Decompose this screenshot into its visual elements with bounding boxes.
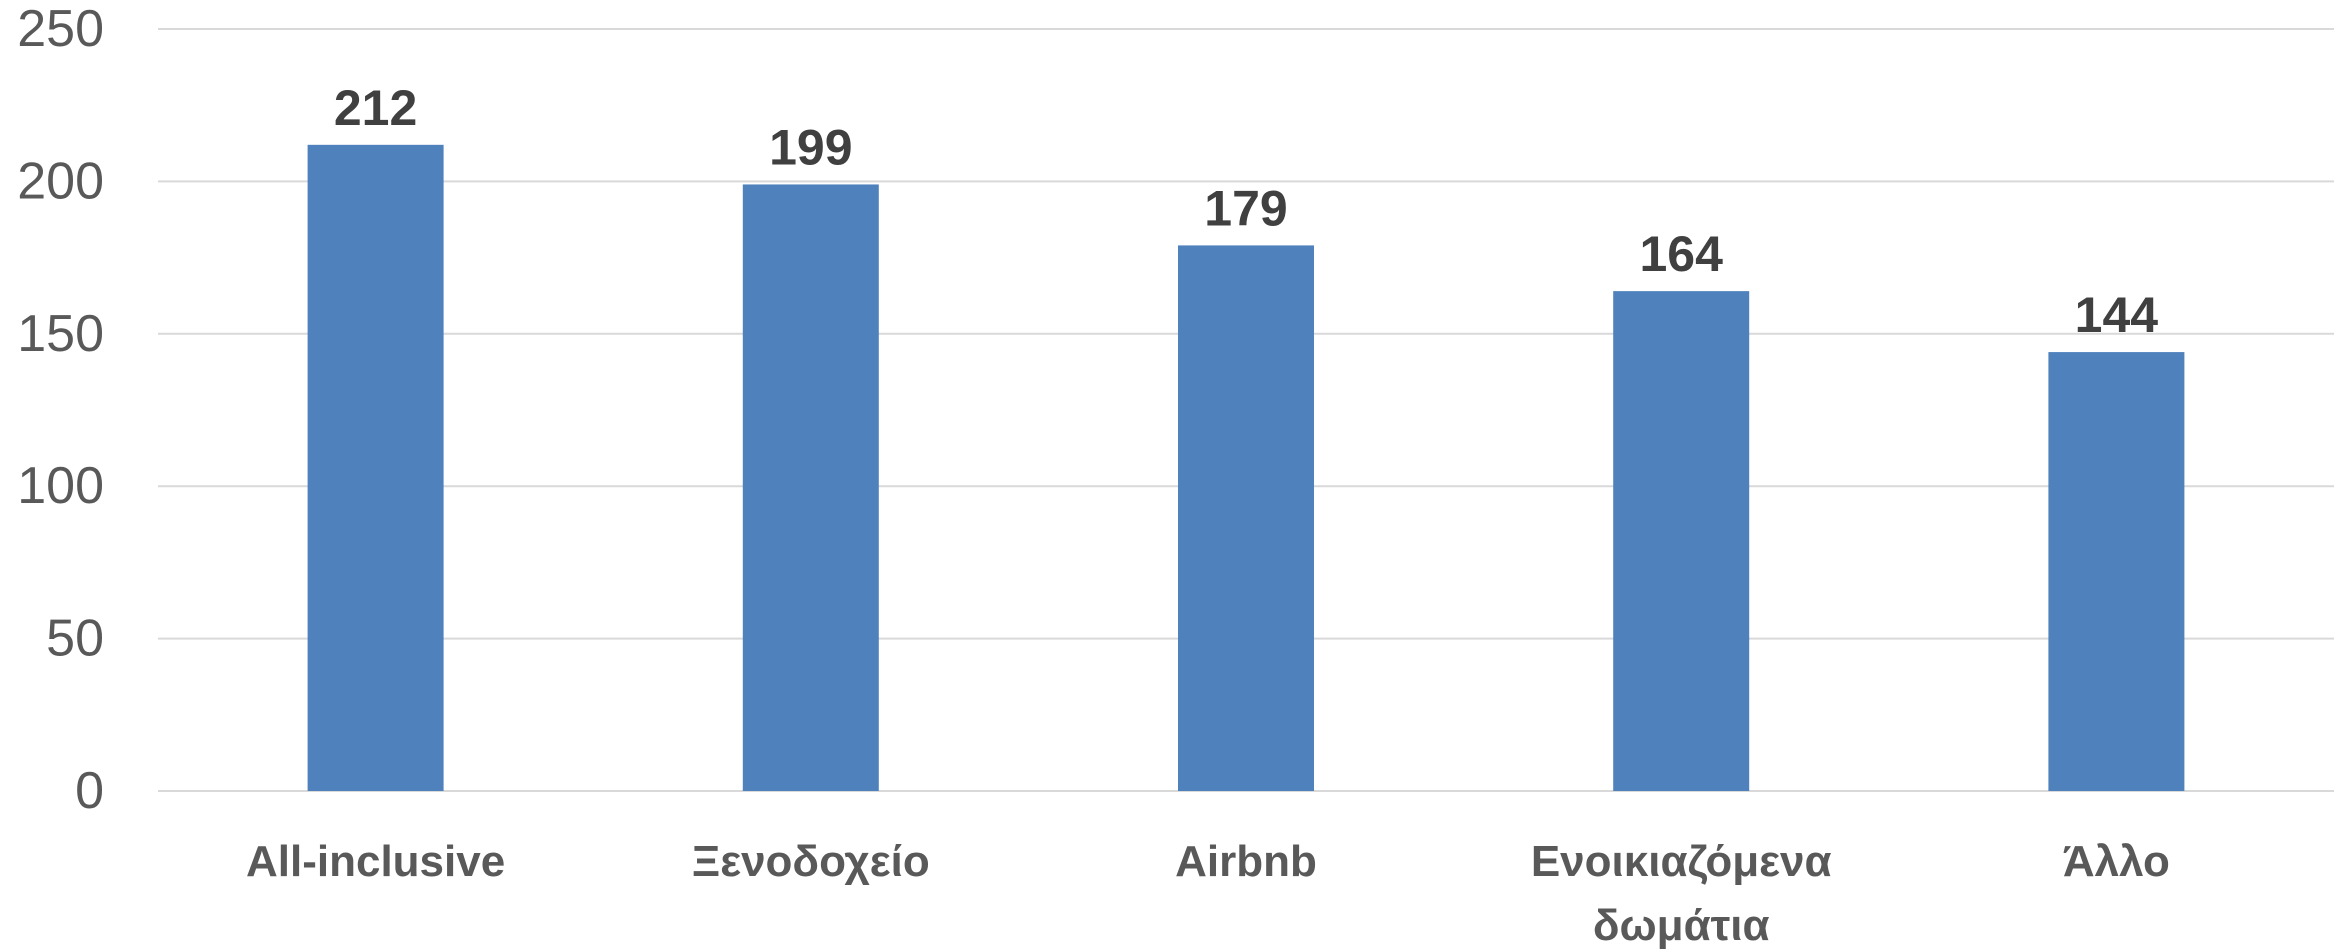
y-tick-label: 150 bbox=[17, 305, 104, 363]
bar-3 bbox=[1178, 245, 1314, 791]
bar-5 bbox=[2048, 352, 2185, 791]
data-label-1: 212 bbox=[334, 80, 417, 136]
category-label-5: Άλλο bbox=[2063, 837, 2170, 886]
x-axis-category-labels: All-inclusive Ξενοδοχείο Airbnb Ενοικιαζόμε… bbox=[246, 837, 2170, 950]
data-label-2: 199 bbox=[769, 119, 852, 175]
category-label-1: All-inclusive bbox=[246, 837, 505, 886]
y-tick-label: 100 bbox=[17, 457, 104, 515]
data-labels: 212 199 179 164 144 bbox=[334, 80, 2158, 343]
bar-1 bbox=[307, 144, 444, 792]
data-label-5: 144 bbox=[2075, 287, 2159, 343]
category-label-2: Ξενοδοχείο bbox=[692, 837, 930, 886]
y-tick-label: 250 bbox=[17, 0, 104, 58]
bar-2 bbox=[742, 184, 879, 791]
data-label-3: 179 bbox=[1204, 180, 1287, 236]
bars bbox=[307, 144, 2185, 792]
y-tick-label: 50 bbox=[46, 610, 104, 668]
data-label-4: 164 bbox=[1639, 226, 1723, 282]
y-tick-label: 0 bbox=[75, 762, 104, 820]
bar-4 bbox=[1613, 291, 1750, 791]
y-tick-label: 200 bbox=[17, 152, 104, 210]
category-label-4: Ενοικιαζόμενα bbox=[1531, 837, 1832, 886]
category-label-3: Airbnb bbox=[1175, 837, 1317, 886]
category-label-4: δωμάτια bbox=[1593, 901, 1770, 950]
y-axis-tick-labels: 0 50 100 150 200 250 bbox=[17, 0, 104, 820]
